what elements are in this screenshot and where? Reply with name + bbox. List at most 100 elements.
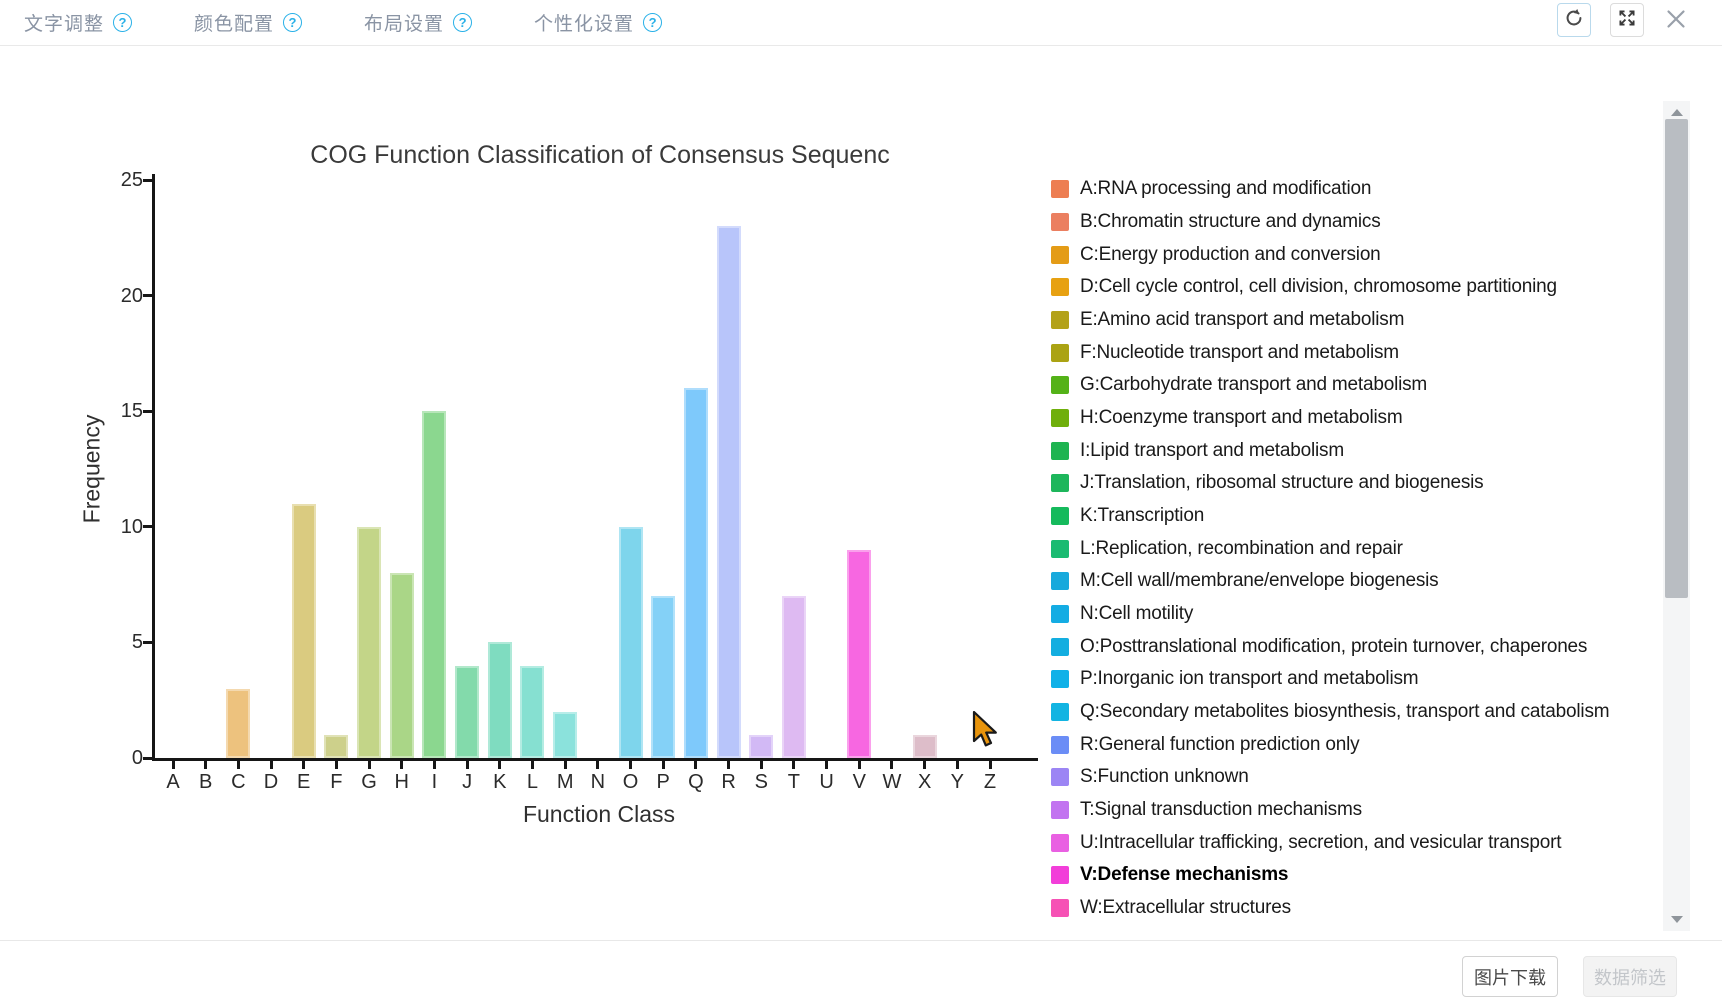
x-tick-label-J: J: [462, 771, 473, 793]
bar-L: [520, 665, 545, 758]
legend-swatch-N: [1051, 605, 1069, 624]
tab-color-config[interactable]: 颜色配置 ?: [194, 9, 303, 36]
x-tick: [432, 761, 436, 769]
legend-label-T: T:Signal transduction mechanisms: [1080, 799, 1362, 821]
x-tick: [596, 761, 600, 769]
x-tick: [334, 761, 338, 769]
legend-swatch-O: [1051, 637, 1069, 656]
x-tick: [923, 761, 927, 769]
x-tick: [367, 761, 371, 769]
legend-label-Q: Q:Secondary metabolites biosynthesis, tr…: [1080, 701, 1610, 723]
tab-personalization-label: 个性化设置: [534, 14, 635, 35]
y-axis-title: Frequency: [78, 414, 105, 524]
help-icon[interactable]: ?: [643, 13, 663, 32]
bar-G: [357, 526, 382, 758]
x-axis-title: Function Class: [522, 801, 676, 827]
data-filter-button: 数据筛选: [1583, 956, 1677, 997]
x-tick-label-X: X: [917, 771, 932, 793]
reset-button[interactable]: [1557, 3, 1591, 37]
legend-swatch-V: [1051, 866, 1069, 885]
close-button[interactable]: [1663, 7, 1689, 33]
legend-swatch-C: [1051, 245, 1069, 264]
legend-label-I: I:Lipid transport and metabolism: [1080, 439, 1344, 461]
tab-layout-settings[interactable]: 布局设置 ?: [364, 9, 473, 36]
x-tick: [302, 761, 306, 769]
y-tick: [143, 409, 152, 413]
legend-label-E: E:Amino acid transport and metabolism: [1080, 309, 1405, 331]
legend-label-W: W:Extracellular structures: [1080, 897, 1291, 919]
help-icon[interactable]: ?: [283, 13, 303, 32]
legend-label-M: M:Cell wall/membrane/envelope biogenesis: [1080, 570, 1439, 592]
legend-item-C: C:Energy production and conversion: [1051, 238, 1609, 271]
x-tick: [857, 761, 861, 769]
x-tick-label-H: H: [394, 771, 409, 793]
scrollbar[interactable]: [1663, 101, 1690, 931]
legend-item-P: P:Inorganic ion transport and metabolism: [1051, 663, 1609, 696]
x-tick: [530, 761, 534, 769]
legend-swatch-I: [1051, 441, 1069, 460]
x-tick-label-Y: Y: [950, 771, 964, 793]
legend-label-F: F:Nucleotide transport and metabolism: [1080, 341, 1399, 363]
fullscreen-icon: [1616, 7, 1638, 34]
x-tick: [694, 761, 698, 769]
legend-label-G: G:Carbohydrate transport and metabolism: [1080, 374, 1428, 396]
fullscreen-button[interactable]: [1610, 3, 1644, 37]
tab-personalization[interactable]: 个性化设置 ?: [534, 9, 663, 36]
x-tick: [269, 761, 273, 769]
y-tick: [143, 525, 152, 529]
toolbar: 文字调整 ? 颜色配置 ? 布局设置 ? 个性化设置 ?: [0, 0, 1722, 46]
legend-swatch-M: [1051, 572, 1069, 591]
tab-text-adjust[interactable]: 文字调整 ?: [24, 9, 133, 36]
legend-label-J: J:Translation, ribosomal structure and b…: [1080, 472, 1484, 494]
bar-V: [847, 549, 872, 758]
tab-text-adjust-label: 文字调整: [24, 14, 105, 35]
legend-swatch-A: [1051, 180, 1069, 199]
x-tick: [563, 761, 567, 769]
y-tick-label-20: 20: [120, 284, 143, 307]
legend-item-D: D:Cell cycle control, cell division, chr…: [1051, 271, 1609, 304]
bar-R: [716, 226, 741, 758]
chart-title: COG Function Classification of Consensus…: [310, 141, 890, 169]
legend-label-L: L:Replication, recombination and repair: [1080, 537, 1403, 559]
refresh-icon: [1563, 7, 1585, 34]
bar-E: [291, 503, 316, 758]
help-icon[interactable]: ?: [113, 13, 133, 32]
scrollbar-up-arrow-icon[interactable]: [1670, 109, 1683, 116]
y-tick: [143, 756, 152, 760]
legend-label-O: O:Posttranslational modification, protei…: [1080, 635, 1588, 657]
window-controls: [1557, 3, 1689, 37]
legend-item-I: I:Lipid transport and metabolism: [1051, 434, 1609, 467]
legend-item-H: H:Coenzyme transport and metabolism: [1051, 402, 1609, 435]
legend-label-N: N:Cell motility: [1080, 603, 1194, 625]
x-tick: [629, 761, 633, 769]
scrollbar-thumb[interactable]: [1665, 119, 1688, 598]
legend-item-U: U:Intracellular trafficking, secretion, …: [1051, 826, 1609, 859]
bar-Q: [683, 388, 708, 758]
legend-item-V: V:Defense mechanisms: [1051, 859, 1609, 892]
x-tick: [727, 761, 731, 769]
bar-M: [553, 711, 578, 758]
close-icon: [1664, 7, 1688, 36]
legend-item-S: S:Function unknown: [1051, 761, 1609, 794]
x-tick-label-S: S: [754, 771, 768, 793]
legend-label-R: R:General function prediction only: [1080, 733, 1360, 755]
y-tick-label-0: 0: [131, 747, 143, 769]
x-tick-label-M: M: [556, 771, 574, 793]
legend-item-K: K:Transcription: [1051, 500, 1609, 533]
legend-label-P: P:Inorganic ion transport and metabolism: [1080, 668, 1419, 690]
legend-item-F: F:Nucleotide transport and metabolism: [1051, 336, 1609, 369]
legend-label-K: K:Transcription: [1080, 505, 1205, 527]
download-image-button[interactable]: 图片下载: [1462, 956, 1558, 997]
x-tick-label-W: W: [882, 771, 902, 793]
legend-swatch-J: [1051, 474, 1069, 493]
help-icon[interactable]: ?: [453, 13, 473, 32]
bar-K: [487, 642, 512, 758]
legend-label-A: A:RNA processing and modification: [1080, 178, 1372, 200]
x-tick-label-P: P: [656, 771, 670, 793]
scrollbar-down-arrow-icon[interactable]: [1670, 916, 1683, 923]
x-tick-label-O: O: [622, 771, 639, 793]
x-tick: [825, 761, 829, 769]
bar-O: [618, 526, 643, 758]
x-tick-label-G: G: [361, 771, 377, 793]
x-tick-label-A: A: [166, 771, 180, 793]
